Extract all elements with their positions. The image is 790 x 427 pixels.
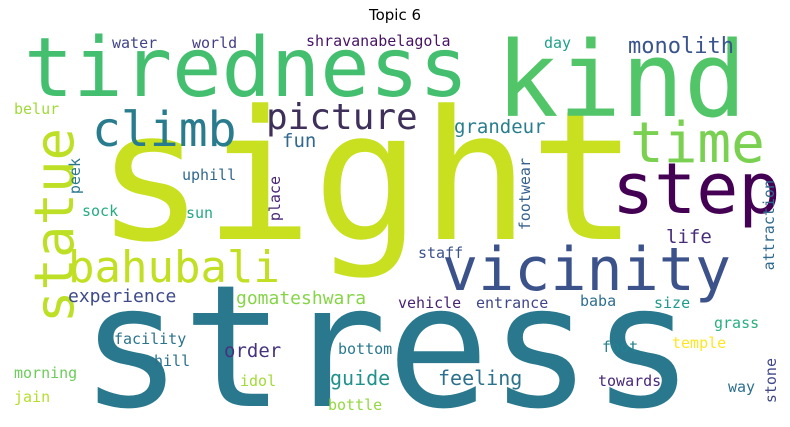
word-shravanabelagola: shravanabelagola (306, 32, 451, 50)
word-uphill: uphill (182, 166, 237, 184)
word-bahubali: bahubali (68, 242, 280, 293)
word-sock: sock (82, 202, 119, 220)
word-tiredness: tiredness (24, 28, 469, 116)
word-belur: belur (14, 100, 60, 118)
word-feeling: feeling (438, 366, 523, 390)
word-grandeur: grandeur (454, 116, 546, 138)
word-climb: climb (92, 102, 237, 158)
word-staff: staff (418, 244, 464, 262)
word-stone: stone (762, 358, 780, 404)
word-entrance: entrance (476, 294, 549, 312)
word-sight: sight (96, 73, 638, 282)
word-place: place (266, 176, 284, 222)
word-water: water (112, 34, 158, 52)
word-size: size (654, 294, 691, 312)
word-towards: towards (598, 372, 662, 390)
word-temple: temple (672, 334, 727, 352)
word-footwear: footwear (516, 158, 534, 231)
word-cloud: sight stress tiredness kind step vicinit… (10, 28, 780, 418)
word-grass: grass (714, 314, 760, 332)
word-way: way (728, 378, 756, 396)
word-hill: hill (154, 352, 191, 370)
word-foot: foot (602, 338, 639, 356)
word-baba: baba (580, 292, 617, 310)
word-morning: morning (14, 364, 78, 382)
word-life: life (666, 226, 712, 248)
word-attraction: attraction (760, 180, 778, 271)
chart-title: Topic 6 (368, 6, 422, 24)
word-gomateshwara: gomateshwara (236, 288, 367, 309)
word-sun: sun (186, 204, 214, 222)
word-kind: kind (496, 28, 747, 141)
word-peek: peek (66, 158, 84, 195)
word-step: step (612, 148, 780, 230)
word-time: time (630, 111, 765, 176)
word-jain: jain (14, 388, 51, 406)
word-guide: guide (330, 366, 391, 390)
word-stress: stress (80, 249, 695, 418)
word-fun: fun (282, 130, 317, 152)
word-idol: idol (240, 372, 277, 390)
word-experience: experience (68, 286, 177, 307)
word-bottle: bottle (328, 396, 383, 414)
word-bottom: bottom (338, 340, 393, 358)
word-day: day (544, 34, 572, 52)
word-vehicle: vehicle (398, 294, 462, 312)
word-picture: picture (266, 97, 418, 138)
word-vicinity: vicinity (442, 235, 731, 305)
word-world: world (192, 34, 238, 52)
word-order: order (224, 340, 282, 362)
word-monolith: monolith (628, 34, 734, 59)
word-facility: facility (114, 330, 187, 348)
